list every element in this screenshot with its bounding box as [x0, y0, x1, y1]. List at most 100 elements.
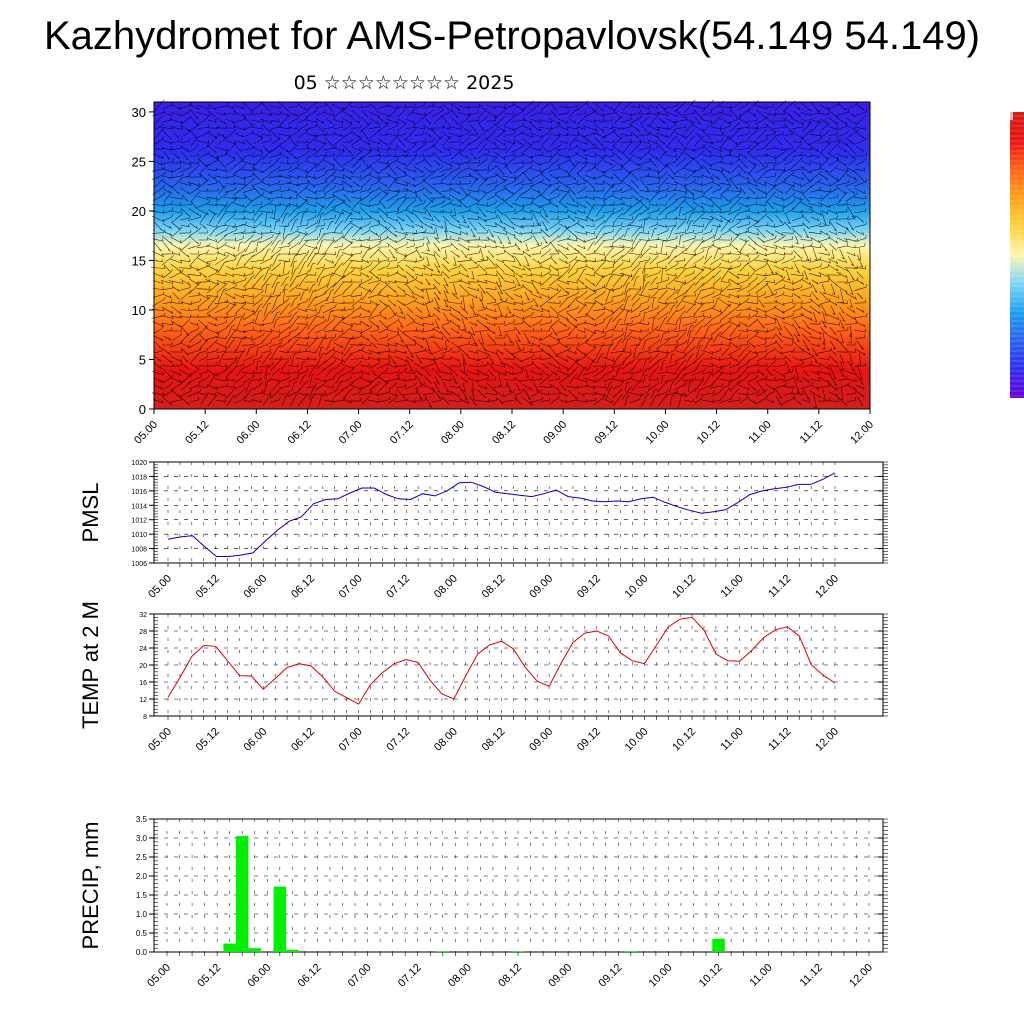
precip-y-tick-label: 1.5: [136, 891, 148, 900]
precip-x-tick-label: 09.00: [546, 962, 574, 990]
pmsl-x-tick-label: 07.12: [384, 573, 412, 601]
wind-x-tick-label: 11.12: [798, 419, 825, 446]
precip-axis-title: PRECIP, mm: [78, 822, 103, 950]
precip-y-tick-label: 1.0: [136, 910, 148, 919]
precip-bar: [286, 949, 299, 952]
precip-x-tick-label: 08.12: [496, 962, 524, 990]
precip-bar: [235, 836, 249, 952]
temp-x-tick-label: 08.00: [432, 726, 460, 754]
precip-y-tick-label: 3.0: [136, 834, 148, 843]
wind-x-tick-label: 10.00: [644, 419, 672, 447]
temp-y-tick-label: 20: [139, 663, 147, 670]
pmsl-x-tick-label: 09.00: [527, 573, 555, 601]
temp-y-tick-label: 32: [139, 612, 147, 619]
page-title: Kazhydromet for AMS-Petropavlovsk(54.149…: [43, 14, 981, 58]
precip-x-tick-label: 07.12: [396, 962, 424, 990]
wind-x-tick-label: 05.00: [132, 419, 160, 447]
precip-bar: [273, 886, 287, 952]
precip-x-tick-label: 07.00: [346, 962, 374, 990]
pmsl-y-tick-label: 1014: [131, 503, 147, 510]
wind-y-tick-label: 0: [139, 402, 146, 417]
colorbar: [1010, 112, 1024, 398]
colorbar-fill: [1010, 112, 1024, 398]
precip-x-tick-label: 05.12: [195, 962, 223, 990]
wind-x-tick-label: 06.00: [234, 419, 262, 447]
temp-x-tick-label: 10.12: [670, 726, 698, 754]
temp-y-tick-label: 24: [139, 646, 147, 653]
pmsl-x-tick-label: 08.12: [480, 573, 508, 601]
precip-bar: [436, 951, 449, 952]
pmsl-y-tick-label: 1016: [131, 489, 147, 496]
wind-x-tick-label: 07.12: [388, 419, 416, 447]
wind-x-tick-label: 09.00: [541, 419, 569, 447]
wind-x-tick-label: 11.00: [746, 419, 773, 446]
wind-y-tick-label: 15: [132, 253, 146, 268]
temp-y-tick-label: 16: [139, 680, 147, 687]
wind-y-tick-label: 30: [132, 105, 146, 120]
precip-x-tick-label: 11.00: [747, 962, 774, 989]
wind-y-tick-label: 5: [139, 352, 146, 367]
precip-bar: [624, 951, 638, 952]
temp-x-tick-label: 06.00: [241, 726, 269, 754]
precip-bar: [223, 943, 236, 952]
precip-x-tick-label: 09.12: [596, 962, 624, 990]
temp-axis-title: TEMP at 2 M: [78, 601, 103, 729]
pmsl-frame: [153, 461, 884, 564]
temp-x-tick-label: 12.00: [813, 726, 841, 754]
pmsl-x-tick-label: 05.12: [194, 573, 222, 601]
pmsl-y-tick-label: 1010: [131, 532, 147, 539]
pmsl-x-tick-label: 08.00: [432, 573, 460, 601]
temp-y-tick-label: 28: [139, 629, 147, 636]
temp-x-tick-label: 07.12: [384, 726, 412, 754]
precip-x-tick-label: 12.00: [847, 962, 875, 990]
pmsl-panel: 1006 1008 1010 1012 1014 1016 1018 1020 05.00 05.…: [78, 460, 888, 601]
wind-x-tick-label: 08.00: [439, 419, 467, 447]
precip-y-tick-label: 2.0: [136, 872, 148, 881]
wind-x-tick-label: 10.12: [695, 419, 723, 447]
pmsl-x-tick-label: 10.12: [670, 573, 698, 601]
temp-x-tick-label: 08.12: [480, 726, 508, 754]
precip-panel: 0.0 0.5 1.0 1.5 2.0 2.5 3.0 3.5 05.00 05.12 06.00 0…: [78, 815, 888, 990]
pmsl-x-tick-label: 06.00: [241, 573, 269, 601]
wind-x-tick-label: 09.12: [592, 419, 620, 447]
pmsl-x-tick-label: 10.00: [623, 573, 651, 601]
wind-x-tick-label: 07.00: [337, 419, 365, 447]
precip-bar: [248, 948, 261, 952]
wind-y-tick-label: 25: [132, 154, 146, 169]
pmsl-x-tick-label: 07.00: [337, 573, 365, 601]
temp-x-tick-label: 11.12: [766, 726, 793, 753]
wind-temperature-panel: 0 5 10 15 20 25 30 05.00 05.12 06.00 06.12 07.00 07.…: [132, 99, 876, 447]
wind-y-tick-label: 10: [132, 303, 146, 318]
pmsl-x-tick-label: 09.12: [575, 573, 603, 601]
pmsl-x-tick-label: 11.00: [718, 573, 745, 600]
pmsl-y-tick-label: 1006: [131, 561, 147, 568]
precip-y-tick-label: 0.0: [136, 948, 148, 957]
pmsl-x-tick-label: 11.12: [766, 573, 793, 600]
temp-x-tick-label: 11.00: [718, 726, 745, 753]
temp-x-tick-label: 10.00: [623, 726, 651, 754]
precip-y-tick-label: 3.5: [136, 815, 148, 824]
temperature-field: [154, 102, 870, 409]
colorbar-bands: [1010, 115, 1024, 397]
pmsl-x-tick-label: 06.12: [289, 573, 317, 601]
precip-y-tick-label: 2.5: [136, 853, 148, 862]
temp-x-tick-label: 05.12: [194, 726, 222, 754]
temp-x-tick-label: 09.00: [527, 726, 555, 754]
wind-x-tick-label: 12.00: [848, 419, 876, 447]
pmsl-axis-title: PMSL: [78, 483, 103, 543]
temp-x-tick-label: 09.12: [575, 726, 603, 754]
wind-x-tick-label: 08.12: [490, 419, 518, 447]
temp-y-tick-label: 8: [143, 714, 147, 721]
pmsl-y-tick-label: 1008: [131, 547, 147, 554]
precip-x-tick-label: 08.00: [446, 962, 474, 990]
precip-x-tick-label: 11.12: [798, 962, 825, 989]
precip-x-tick-label: 06.12: [296, 962, 324, 990]
temp-x-tick-label: 05.00: [146, 726, 174, 754]
pmsl-x-tick-label: 05.00: [146, 573, 174, 601]
precip-x-tick-label: 06.00: [245, 962, 273, 990]
precip-frame: [153, 818, 884, 953]
wind-y-tick-label: 20: [132, 204, 146, 219]
temp-y-tick-label: 12: [139, 697, 147, 704]
precip-x-tick-label: 10.12: [697, 962, 725, 990]
